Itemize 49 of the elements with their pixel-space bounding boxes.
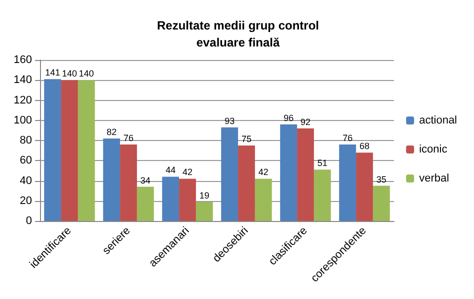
bar bbox=[162, 176, 180, 221]
data-label: 19 bbox=[199, 190, 210, 200]
data-label: 96 bbox=[284, 112, 294, 123]
y-tick-label: 20 bbox=[20, 194, 32, 207]
data-label: 35 bbox=[376, 174, 386, 184]
legend-label: iconic bbox=[419, 144, 448, 156]
legend-label: actional bbox=[419, 114, 458, 126]
data-label: 68 bbox=[359, 141, 370, 152]
y-tick-label: 140 bbox=[14, 74, 32, 86]
data-label: 92 bbox=[300, 116, 311, 127]
data-label: 140 bbox=[62, 68, 78, 79]
bar bbox=[221, 127, 238, 221]
bar bbox=[44, 79, 62, 221]
legend-label: verbal bbox=[419, 172, 450, 184]
data-label: 76 bbox=[123, 133, 134, 144]
data-label: 93 bbox=[224, 116, 235, 126]
bar bbox=[136, 186, 154, 221]
bar bbox=[61, 80, 78, 221]
data-label: 34 bbox=[140, 175, 150, 186]
bar bbox=[103, 138, 120, 221]
bar bbox=[120, 144, 137, 221]
y-tick-label: 60 bbox=[20, 154, 32, 167]
bar bbox=[78, 80, 95, 221]
chart-title: Rezultate medii grup control evaluare finală bbox=[156, 18, 320, 50]
data-label: 42 bbox=[182, 167, 193, 178]
bar bbox=[179, 178, 196, 221]
bar bbox=[196, 202, 213, 221]
data-label: 44 bbox=[166, 165, 176, 176]
bar bbox=[339, 144, 356, 221]
data-label: 42 bbox=[258, 167, 268, 178]
bar bbox=[297, 128, 314, 221]
bar bbox=[238, 146, 255, 221]
y-tick-label: 0 bbox=[26, 215, 32, 227]
bar bbox=[372, 186, 390, 221]
data-label: 51 bbox=[317, 158, 328, 168]
y-tick-label: 80 bbox=[20, 134, 32, 146]
y-tick-label: 160 bbox=[14, 54, 32, 66]
bar bbox=[280, 124, 298, 221]
data-label: 75 bbox=[241, 134, 252, 144]
y-tick-label: 100 bbox=[14, 114, 32, 126]
data-label: 82 bbox=[106, 126, 117, 137]
data-label: 76 bbox=[342, 133, 353, 144]
bar bbox=[356, 152, 373, 221]
y-tick-label: 120 bbox=[14, 94, 32, 106]
data-label: 141 bbox=[45, 68, 60, 78]
bar bbox=[254, 178, 272, 221]
data-label: 140 bbox=[78, 68, 94, 79]
y-tick-label: 40 bbox=[20, 174, 32, 187]
bar bbox=[314, 170, 331, 221]
